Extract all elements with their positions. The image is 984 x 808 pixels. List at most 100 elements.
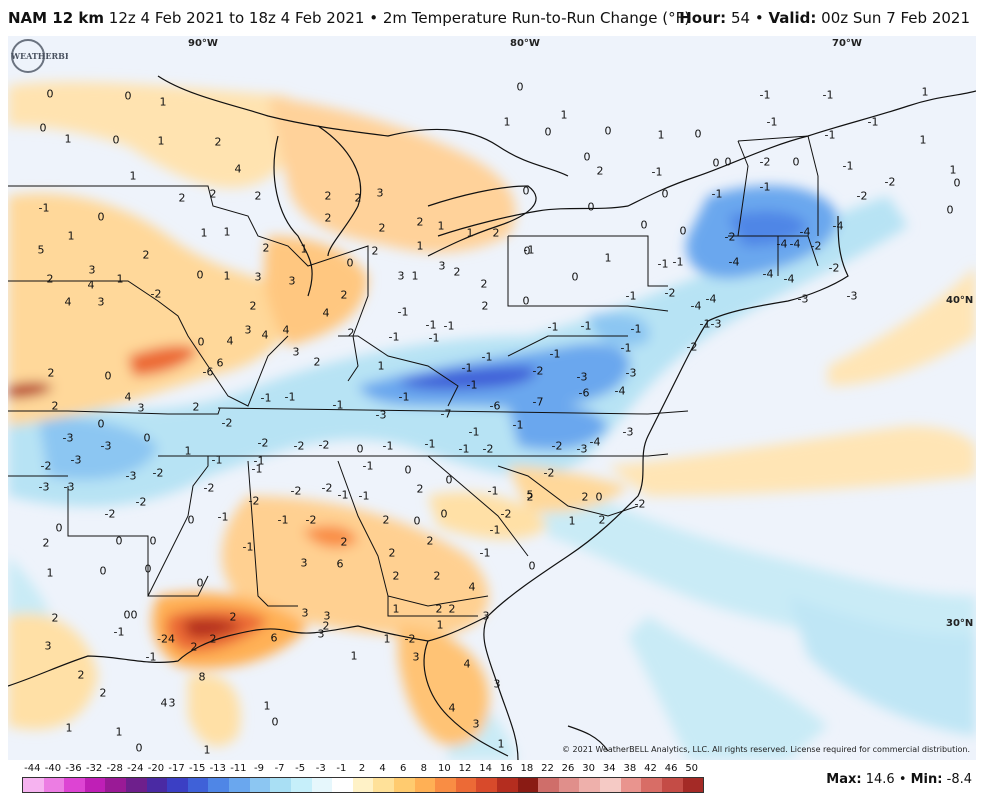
- lat-40-label: 40°N: [946, 295, 974, 306]
- contour-value-label: 2: [254, 189, 262, 203]
- contour-value-label: 1: [466, 226, 474, 240]
- contour-value-label: -1: [424, 437, 436, 451]
- contour-value-label: -1: [284, 390, 296, 404]
- contour-value-label: 6: [336, 557, 344, 571]
- contour-value-label: -4: [783, 272, 795, 286]
- contour-value-label: -2: [152, 466, 164, 480]
- contour-value-label: -3: [38, 480, 50, 494]
- contour-value-label: -24: [157, 632, 175, 646]
- contour-value-label: 1: [115, 725, 123, 739]
- contour-value-label: -1: [397, 305, 409, 319]
- contour-value-label: 1: [949, 163, 957, 177]
- contour-value-label: 0: [271, 715, 279, 729]
- contour-value-label: 1: [300, 242, 308, 256]
- lon-90-label: 90°W: [188, 38, 218, 49]
- contour-value-label: 2: [433, 569, 441, 583]
- contour-value-label: 4: [448, 701, 456, 715]
- contour-value-label: 0: [523, 244, 531, 258]
- contour-value-label: 1: [350, 649, 358, 663]
- contour-value-label: 4: [64, 295, 72, 309]
- contour-value-label: 0: [587, 200, 595, 214]
- color-scale-labels: -44 -40 -36 -32 -28 -24 -20 -17 -15 -13 -11 -9 -7 -5-…: [22, 763, 702, 777]
- contour-value-label: -1: [487, 484, 499, 498]
- contour-value-label: 2: [340, 535, 348, 549]
- contour-value-label: -2: [305, 513, 317, 527]
- contour-value-label: 1: [223, 225, 231, 239]
- contour-value-label: 2: [209, 187, 217, 201]
- scale-tick-label: -3: [315, 763, 326, 774]
- contour-value-label: 5: [526, 488, 534, 502]
- contour-value-label: -2: [321, 481, 333, 495]
- map-title: NAM 12 km 12z 4 Feb 2021 to 18z 4 Feb 20…: [8, 9, 690, 27]
- contour-value-label: -4: [589, 435, 601, 449]
- hour-value: 54: [730, 9, 751, 27]
- contour-value-label: 3: [397, 269, 405, 283]
- contour-value-label: 0: [130, 608, 138, 622]
- contour-value-label: 4: [463, 657, 471, 671]
- contour-value-label: 0: [99, 564, 107, 578]
- contour-value-label: -1: [766, 115, 778, 129]
- scale-tick-label: -17: [168, 763, 185, 774]
- scale-swatch: [497, 778, 518, 792]
- valid-label: Valid:: [768, 9, 817, 27]
- contour-value-label: -1: [382, 439, 394, 453]
- contour-value-label: -6: [202, 365, 214, 379]
- contour-value-label: -2: [293, 439, 305, 453]
- contour-value-label: 2: [392, 569, 400, 583]
- scale-swatch: [455, 778, 477, 792]
- min-value: -8.4: [946, 772, 972, 787]
- contour-value-label: 1: [67, 229, 75, 243]
- contour-value-label: 1: [116, 272, 124, 286]
- contour-value-label: 2: [51, 399, 59, 413]
- scale-swatch: [641, 778, 662, 792]
- contour-value-label: 0: [516, 80, 524, 94]
- contour-value-label: -1: [358, 489, 370, 503]
- contour-value-label: 3: [482, 609, 490, 623]
- scale-swatch: [620, 778, 642, 792]
- scale-swatch: [311, 778, 333, 792]
- contour-value-label: -2: [759, 155, 771, 169]
- contour-value-label: -1: [699, 317, 711, 331]
- contour-value-label: -7: [440, 407, 452, 421]
- contour-value-label: -4: [728, 255, 740, 269]
- scale-tick-label: 6: [400, 763, 407, 774]
- contour-value-label: 0: [196, 268, 204, 282]
- contour-value-label: -3: [70, 453, 82, 467]
- max-min-readout: Max: 14.6 • Min: -8.4: [826, 772, 972, 787]
- contour-value-label: -2: [40, 459, 52, 473]
- contour-value-label: 3: [300, 556, 308, 570]
- scale-tick-label: -32: [85, 763, 103, 774]
- scale-tick-label: -20: [147, 763, 165, 774]
- contour-value-label: -2: [482, 442, 494, 456]
- contour-value-label: -2: [500, 507, 512, 521]
- contour-value-label: 2: [371, 244, 379, 258]
- contour-value-label: 4: [160, 696, 168, 710]
- contour-value-label: 2: [324, 189, 332, 203]
- contour-value-label: 0: [445, 473, 453, 487]
- contour-value-label: 0: [440, 507, 448, 521]
- max-label: Max:: [826, 772, 862, 787]
- contour-value-label: -1: [479, 546, 491, 560]
- contour-value-label: -2: [203, 481, 215, 495]
- contour-value-label: 0: [46, 87, 54, 101]
- contour-value-label: 2: [448, 602, 456, 616]
- contour-value-label: 2: [47, 366, 55, 380]
- scale-swatch: [43, 778, 65, 792]
- contour-value-label: 0: [149, 534, 157, 548]
- contour-value-label: -1: [362, 459, 374, 473]
- scale-tick-label: 50: [685, 763, 699, 774]
- contour-value-label: 2: [192, 400, 200, 414]
- lon-80-label: 80°W: [510, 38, 540, 49]
- contour-value-label: 2: [382, 513, 390, 527]
- contour-value-label: -2: [150, 287, 162, 301]
- scale-tick-label: -44: [24, 763, 41, 774]
- contour-value-label: -1: [842, 159, 854, 173]
- contour-value-label: -3: [375, 408, 387, 422]
- contour-value-label: -3: [576, 442, 588, 456]
- lon-70-label: 70°W: [832, 38, 862, 49]
- contour-value-label: 1: [263, 699, 271, 713]
- contour-value-label: 1: [129, 169, 137, 183]
- scale-swatch: [208, 778, 230, 792]
- color-scale-bar: [22, 777, 704, 793]
- contour-value-label: -1: [672, 255, 684, 269]
